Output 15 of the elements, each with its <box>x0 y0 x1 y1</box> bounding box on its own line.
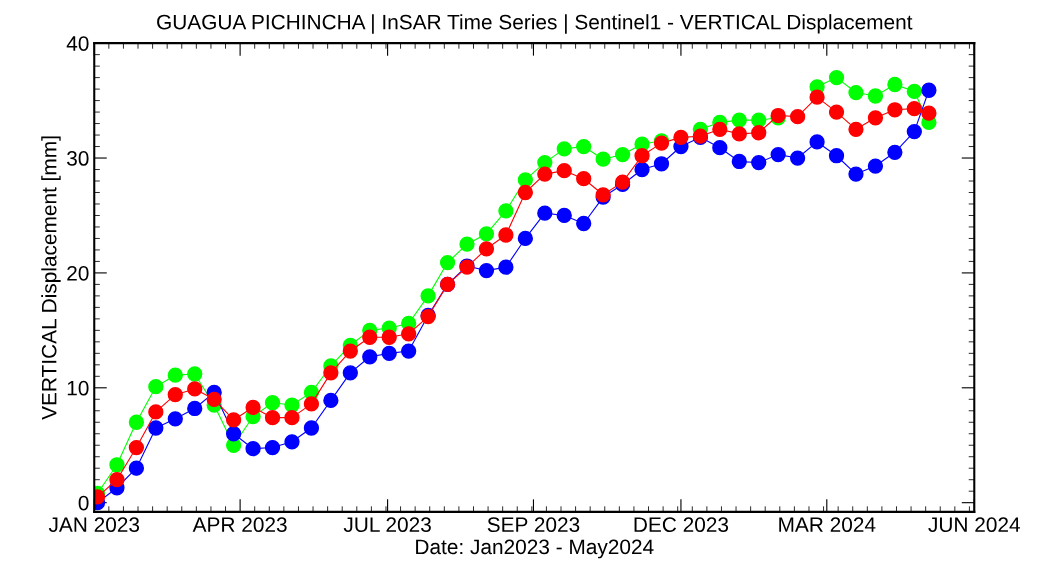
x-tick-label: JUL 2023 <box>343 517 431 533</box>
chart-title: GUAGUA PICHINCHA | InSAR Time Series | Sentinel1 - VERTICAL Displacement <box>157 14 913 34</box>
x-tick-label: SEP 2023 <box>487 517 580 533</box>
x-tick-label: JUN 2024 <box>928 517 1020 533</box>
y-tick-label: 40 <box>66 36 89 51</box>
y-tick-label: 0 <box>78 495 89 511</box>
y-axis-title: VERTICAL Displacement [mm] <box>41 136 61 420</box>
x-tick-label: DEC 2023 <box>634 517 729 533</box>
y-tick-label: 30 <box>67 151 89 166</box>
x-tick-label: JAN 2023 <box>48 517 140 533</box>
y-tick-label: 20 <box>67 265 89 281</box>
x-axis-title: Date: Jan2023 - May2024 <box>416 539 654 559</box>
x-tick-label: MAR 2024 <box>779 517 876 533</box>
y-tick-label: 10 <box>67 380 89 396</box>
x-tick-label: APR 2023 <box>192 517 287 533</box>
